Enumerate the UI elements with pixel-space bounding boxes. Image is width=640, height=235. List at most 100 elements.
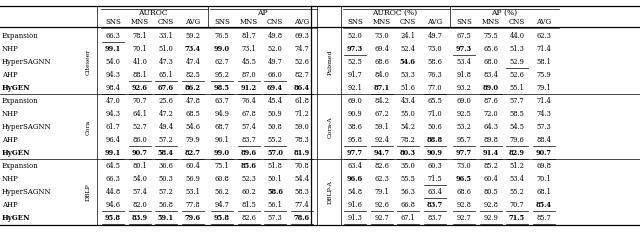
Text: 57.3: 57.3 [268, 214, 282, 222]
Text: AUROC: AUROC [138, 9, 168, 17]
Text: 68.7: 68.7 [214, 123, 229, 131]
Text: DBLP-A: DBLP-A [328, 180, 333, 204]
Text: 53.4: 53.4 [456, 58, 472, 66]
Text: 83.7: 83.7 [427, 201, 443, 209]
Text: 52.0: 52.0 [268, 45, 282, 53]
Text: 91.4: 91.4 [483, 149, 499, 157]
Text: 92.9: 92.9 [484, 214, 499, 222]
Text: 97.3: 97.3 [456, 45, 472, 53]
Text: 59.2: 59.2 [186, 32, 200, 40]
Text: 47.3: 47.3 [159, 58, 173, 66]
Text: 76.4: 76.4 [241, 97, 257, 105]
Text: 76.3: 76.3 [428, 71, 442, 79]
Text: 94.7: 94.7 [214, 201, 229, 209]
Text: 92.7: 92.7 [374, 214, 389, 222]
Text: 66.3: 66.3 [106, 175, 120, 183]
Text: 52.7: 52.7 [132, 123, 147, 131]
Text: 55.5: 55.5 [401, 175, 415, 183]
Text: 71.5: 71.5 [509, 214, 525, 222]
Text: 91.3: 91.3 [348, 214, 362, 222]
Text: 77.8: 77.8 [186, 201, 200, 209]
Text: 73.0: 73.0 [457, 162, 471, 170]
Text: 85.7: 85.7 [536, 214, 552, 222]
Text: 95.7: 95.7 [456, 136, 472, 144]
Text: 55.2: 55.2 [509, 188, 524, 196]
Text: 59.1: 59.1 [158, 214, 174, 222]
Text: 94.6: 94.6 [106, 201, 120, 209]
Text: SNS: SNS [214, 18, 230, 26]
Text: 44.0: 44.0 [509, 32, 525, 40]
Text: 91.2: 91.2 [241, 84, 257, 92]
Text: 80.3: 80.3 [400, 149, 416, 157]
Text: 92.6: 92.6 [132, 84, 148, 92]
Text: 76.5: 76.5 [214, 32, 229, 40]
Text: 50.6: 50.6 [428, 123, 442, 131]
Text: Expansion: Expansion [2, 32, 39, 40]
Text: 79.1: 79.1 [374, 188, 389, 196]
Text: 92.8: 92.8 [484, 201, 499, 209]
Text: 60.2: 60.2 [242, 188, 257, 196]
Text: 98.4: 98.4 [106, 84, 120, 92]
Text: 99.1: 99.1 [105, 149, 121, 157]
Text: 54.6: 54.6 [400, 58, 416, 66]
Text: MNS: MNS [373, 18, 391, 26]
Text: 58.4: 58.4 [158, 149, 174, 157]
Text: 57.0: 57.0 [267, 149, 283, 157]
Text: 91.7: 91.7 [348, 71, 362, 79]
Text: 89.6: 89.6 [241, 149, 257, 157]
Text: 82.5: 82.5 [186, 71, 200, 79]
Text: 82.7: 82.7 [185, 149, 201, 157]
Text: 87.1: 87.1 [374, 84, 390, 92]
Text: 73.0: 73.0 [374, 32, 389, 40]
Text: 86.0: 86.0 [132, 136, 147, 144]
Text: 78.3: 78.3 [294, 136, 309, 144]
Text: 56.3: 56.3 [401, 188, 415, 196]
Text: AHP: AHP [2, 136, 18, 144]
Text: 58.6: 58.6 [428, 58, 442, 66]
Text: 60.8: 60.8 [214, 175, 229, 183]
Text: 96.1: 96.1 [214, 136, 229, 144]
Text: 78.1: 78.1 [132, 32, 147, 40]
Text: 41.0: 41.0 [132, 58, 147, 66]
Text: MNS: MNS [131, 18, 149, 26]
Text: AP: AP [257, 9, 268, 17]
Text: 52.9: 52.9 [509, 58, 524, 66]
Text: 75.1: 75.1 [214, 162, 229, 170]
Text: 51.2: 51.2 [509, 162, 524, 170]
Text: 55.0: 55.0 [401, 110, 415, 118]
Text: 75.9: 75.9 [536, 71, 552, 79]
Text: NHP: NHP [2, 110, 19, 118]
Text: 83.7: 83.7 [242, 136, 257, 144]
Text: 77.0: 77.0 [428, 84, 442, 92]
Text: 58.1: 58.1 [536, 58, 552, 66]
Text: 98.5: 98.5 [214, 84, 230, 92]
Text: 55.1: 55.1 [509, 84, 524, 92]
Text: 70.1: 70.1 [537, 175, 551, 183]
Text: 52.6: 52.6 [509, 71, 524, 79]
Text: 79.6: 79.6 [509, 136, 524, 144]
Text: 81.7: 81.7 [242, 32, 257, 40]
Text: 71.2: 71.2 [294, 110, 309, 118]
Text: 56.1: 56.1 [268, 201, 282, 209]
Text: 97.3: 97.3 [347, 45, 363, 53]
Text: Expansion: Expansion [2, 97, 39, 105]
Text: 84.2: 84.2 [374, 97, 390, 105]
Text: CNS: CNS [509, 18, 525, 26]
Text: 68.1: 68.1 [536, 188, 552, 196]
Text: 47.4: 47.4 [186, 58, 200, 66]
Text: 64.3: 64.3 [483, 123, 499, 131]
Text: 83.4: 83.4 [483, 71, 499, 79]
Text: 69.3: 69.3 [294, 32, 309, 40]
Text: HyperSAGNN: HyperSAGNN [2, 58, 52, 66]
Text: Cora-A: Cora-A [328, 116, 333, 138]
Text: 50.3: 50.3 [159, 175, 173, 183]
Text: Cora: Cora [86, 119, 90, 135]
Text: NHP: NHP [2, 45, 19, 53]
Text: 92.8: 92.8 [456, 201, 472, 209]
Text: 63.7: 63.7 [214, 97, 229, 105]
Text: 68.0: 68.0 [484, 58, 499, 66]
Text: 90.9: 90.9 [427, 149, 443, 157]
Text: 67.2: 67.2 [374, 110, 389, 118]
Text: 91.8: 91.8 [456, 71, 472, 79]
Text: 78.2: 78.2 [401, 136, 415, 144]
